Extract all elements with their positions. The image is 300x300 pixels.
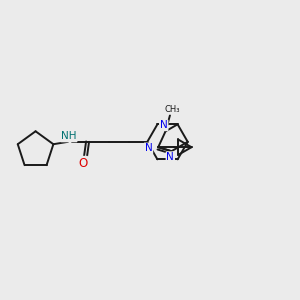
Text: NH: NH	[61, 131, 76, 142]
Text: N: N	[167, 152, 174, 162]
Text: N: N	[160, 120, 168, 130]
Text: N: N	[145, 143, 152, 153]
Text: O: O	[78, 157, 87, 170]
Text: CH₃: CH₃	[165, 105, 180, 114]
